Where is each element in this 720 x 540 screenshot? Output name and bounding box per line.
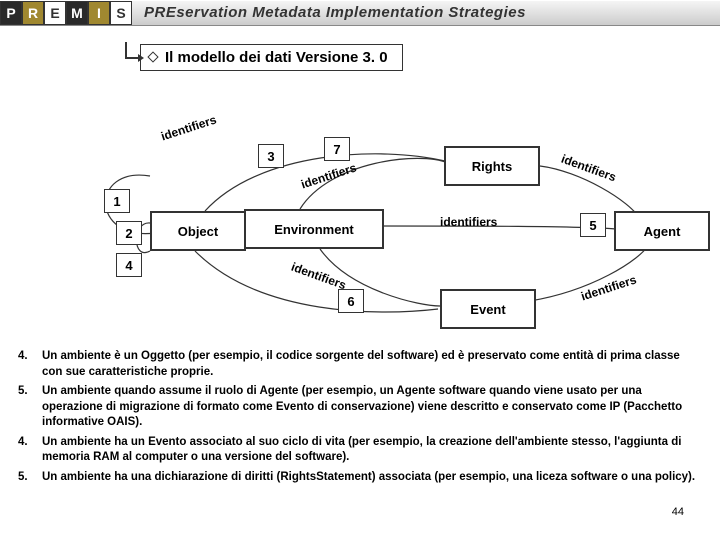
entity-agent: Agent — [614, 211, 710, 251]
bullet-num: 5. — [18, 470, 42, 486]
bullet-text: Un ambiente quando assume il ruolo di Ag… — [42, 384, 702, 431]
label-identifiers: identifiers — [289, 260, 348, 293]
diamond-icon — [147, 51, 158, 62]
title-container: Il modello dei dati Versione 3. 0 — [140, 44, 720, 71]
list-item: 5. Un ambiente quando assume il ruolo di… — [18, 384, 702, 431]
list-item: 5. Un ambiente ha una dichiarazione di d… — [18, 470, 702, 486]
num-5: 5 — [580, 213, 606, 237]
label-identifiers: identifiers — [559, 152, 618, 185]
list-item: 4. Un ambiente ha un Evento associato al… — [18, 435, 702, 466]
page-title: Il modello dei dati Versione 3. 0 — [165, 49, 388, 66]
num-3: 3 — [258, 144, 284, 168]
num-7: 7 — [324, 137, 350, 161]
bullet-text: Un ambiente ha una dichiarazione di diri… — [42, 470, 702, 486]
bullet-num: 5. — [18, 384, 42, 431]
logo-letter: E — [44, 1, 66, 25]
num-4: 4 — [116, 253, 142, 277]
logo-letter: M — [66, 1, 88, 25]
logo-letter: I — [88, 1, 110, 25]
num-6: 6 — [338, 289, 364, 313]
title-box: Il modello dei dati Versione 3. 0 — [140, 44, 403, 71]
label-identifiers: identifiers — [440, 215, 497, 229]
slide-number: 44 — [672, 506, 684, 518]
title-arrow-icon — [122, 42, 146, 72]
logo-letter: P — [0, 1, 22, 25]
bullet-num: 4. — [18, 349, 42, 380]
bullet-list: 4. Un ambiente è un Oggetto (per esempio… — [0, 341, 720, 485]
num-1: 1 — [104, 189, 130, 213]
header-bar: P R E M I S PREservation Metadata Implem… — [0, 0, 720, 26]
premis-logo: P R E M I S — [0, 1, 132, 25]
logo-letter: R — [22, 1, 44, 25]
label-identifiers: identifiers — [159, 112, 218, 143]
entity-object: Object — [150, 211, 246, 251]
entity-event: Event — [440, 289, 536, 329]
entity-environment: Environment — [244, 209, 384, 249]
entity-rights: Rights — [444, 146, 540, 186]
list-item: 4. Un ambiente è un Oggetto (per esempio… — [18, 349, 702, 380]
label-identifiers: identifiers — [299, 160, 358, 191]
logo-letter: S — [110, 1, 132, 25]
diagram: 1 2 3 4 5 6 7 Object Environment Rights … — [0, 91, 720, 341]
bullet-text: Un ambiente ha un Evento associato al su… — [42, 435, 702, 466]
bullet-num: 4. — [18, 435, 42, 466]
num-2: 2 — [116, 221, 142, 245]
header-title: PREservation Metadata Implementation Str… — [132, 1, 720, 25]
bullet-text: Un ambiente è un Oggetto (per esempio, i… — [42, 349, 702, 380]
label-identifiers: identifiers — [579, 272, 638, 303]
